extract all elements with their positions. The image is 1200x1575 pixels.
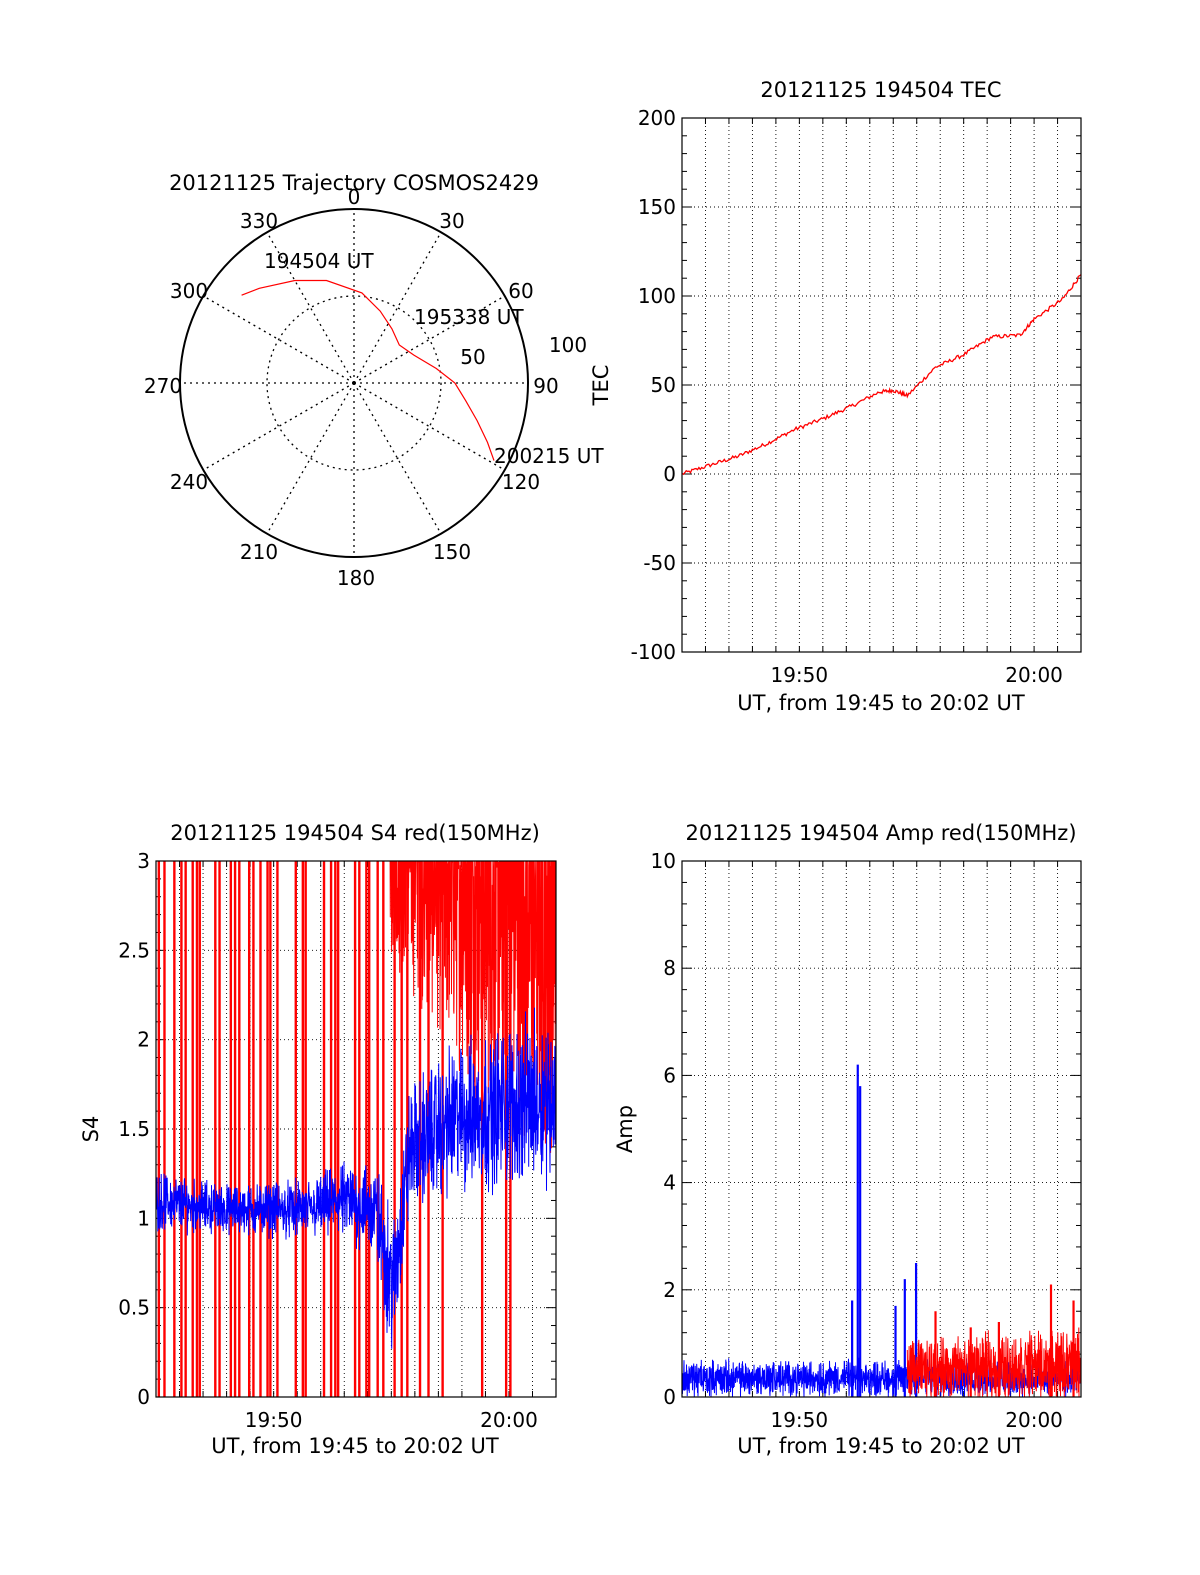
- s4-ytick-label: 3: [137, 849, 150, 873]
- tec-x-tick-labels: 19:50 20:00: [770, 663, 1062, 687]
- amp-plot-frame: [681, 860, 1082, 1398]
- azimuth-label-90: 90: [533, 374, 558, 398]
- s4-ytick-label: 1.5: [118, 1117, 150, 1141]
- tec-xlabel: UT, from 19:45 to 20:02 UT: [737, 691, 1025, 715]
- azimuth-label-120: 120: [502, 470, 540, 494]
- azimuth-label-0: 0: [348, 185, 361, 209]
- azimuth-label-300: 300: [170, 279, 208, 303]
- s4-xtick-label: 20:00: [480, 1408, 538, 1432]
- trajectory-end-label: 200215 UT: [494, 444, 604, 468]
- tec-xtick-label: 19:50: [770, 663, 828, 687]
- amp-ytick-label: 8: [663, 956, 676, 980]
- tec-ylabel: TEC: [589, 365, 613, 407]
- azimuth-label-30: 30: [439, 209, 464, 233]
- amp-ytick-label: 6: [663, 1063, 676, 1087]
- s4-ytick-label: 2.5: [118, 938, 150, 962]
- amp-ylabel: Amp: [613, 1105, 637, 1153]
- polar-spoke-150: [353, 382, 442, 535]
- s4-xtick-label: 19:50: [245, 1408, 303, 1432]
- amp-series: [681, 1064, 1082, 1398]
- trajectory-line: [241, 279, 495, 461]
- amp-xlabel: UT, from 19:45 to 20:02 UT: [737, 1434, 1025, 1458]
- polar-spoke-240: [202, 382, 355, 471]
- tec-ytick-label: 0: [663, 462, 676, 486]
- radial-tick-100: 100: [549, 333, 587, 357]
- tec-series: [681, 274, 1082, 476]
- azimuth-label-270: 270: [144, 374, 182, 398]
- s4-ytick-label: 2: [137, 1028, 150, 1052]
- tec-ytick-label: 100: [638, 284, 676, 308]
- tec-ytick-label: 50: [651, 373, 676, 397]
- s4-ytick-label: 1: [137, 1206, 150, 1230]
- tec-xtick-label: 20:00: [1005, 663, 1063, 687]
- s4-ytick-label: 0: [137, 1385, 150, 1409]
- tec-ytick-label: 200: [638, 106, 676, 130]
- polar-trajectory-chart: 20121125 Trajectory COSMOS2429 0 30 60 9…: [144, 171, 604, 590]
- azimuth-label-240: 240: [170, 470, 208, 494]
- tec-series-0-line: [681, 274, 1082, 476]
- azimuth-label-330: 330: [240, 209, 278, 233]
- tec-ytick-label: 150: [638, 195, 676, 219]
- radial-tick-50: 50: [460, 345, 485, 369]
- amp-y-tick-labels: 0 2 4 6 8 10: [651, 849, 676, 1409]
- s4-y-tick-labels: 0 0.5 1 1.5 2 2.5 3: [118, 849, 150, 1409]
- amp-grid: [682, 860, 1081, 1398]
- s4-ytick-label: 0.5: [118, 1296, 150, 1320]
- amp-title: 20121125 194504 Amp red(150MHz): [685, 821, 1076, 845]
- polar-ring-50: [266, 295, 442, 471]
- polar-grid: [180, 209, 528, 557]
- tec-plot-frame: [681, 117, 1082, 653]
- s4-series: [155, 860, 557, 1397]
- tec-title: 20121125 194504 TEC: [760, 78, 1001, 102]
- amp-xtick-label: 20:00: [1005, 1408, 1063, 1432]
- polar-spoke-210: [266, 382, 355, 535]
- polar-title: 20121125 Trajectory COSMOS2429: [169, 171, 539, 195]
- s4-ylabel: S4: [79, 1116, 103, 1143]
- azimuth-label-150: 150: [433, 540, 471, 564]
- s4-xlabel: UT, from 19:45 to 20:02 UT: [211, 1434, 499, 1458]
- polar-azimuth-labels: 0 30 60 90 120 150 180 210 240 270 300 3…: [144, 185, 559, 590]
- tec-y-tick-labels: -100 -50 0 50 100 150 200: [631, 106, 676, 664]
- tec-ytick-label: -50: [643, 551, 676, 575]
- s4-title: 20121125 194504 S4 red(150MHz): [170, 821, 540, 845]
- azimuth-label-180: 180: [337, 566, 375, 590]
- polar-spoke-60: [353, 295, 506, 384]
- amp-xtick-label: 19:50: [770, 1408, 828, 1432]
- azimuth-label-60: 60: [508, 279, 533, 303]
- tec-ytick-label: -100: [631, 640, 676, 664]
- tec-grid: [682, 117, 1081, 653]
- amp-ytick-label: 10: [651, 849, 676, 873]
- s4-x-tick-labels: 19:50 20:00: [245, 1408, 538, 1432]
- s4-chart: 20121125 194504 S4 red(150MHz) 0 0.5 1 1.5 2…: [79, 821, 557, 1458]
- polar-spoke-30: [353, 231, 442, 384]
- azimuth-label-210: 210: [240, 540, 278, 564]
- polar-spoke-120: [353, 382, 506, 471]
- tec-chart: 20121125 194504 TEC -100-50050100150200 …: [589, 78, 1082, 715]
- polar-spoke-330: [266, 231, 355, 384]
- s4-noise-2: [155, 1007, 557, 1349]
- amp-chart: 20121125 194504 Amp red(150MHz) 0246810 …: [613, 821, 1082, 1458]
- amp-x-tick-labels: 19:50 20:00: [770, 1408, 1062, 1432]
- amp-ytick-label: 4: [663, 1171, 676, 1195]
- trajectory-start-label: 194504 UT: [264, 249, 374, 273]
- trajectory-mid-label: 195338 UT: [414, 305, 524, 329]
- amp-noise-2: [906, 1326, 1082, 1398]
- polar-outer-ring: [179, 208, 529, 558]
- amp-ytick-label: 2: [663, 1278, 676, 1302]
- s4-plot-frame: [155, 860, 557, 1398]
- polar-spoke-300: [202, 295, 355, 384]
- amp-ytick-label: 0: [663, 1385, 676, 1409]
